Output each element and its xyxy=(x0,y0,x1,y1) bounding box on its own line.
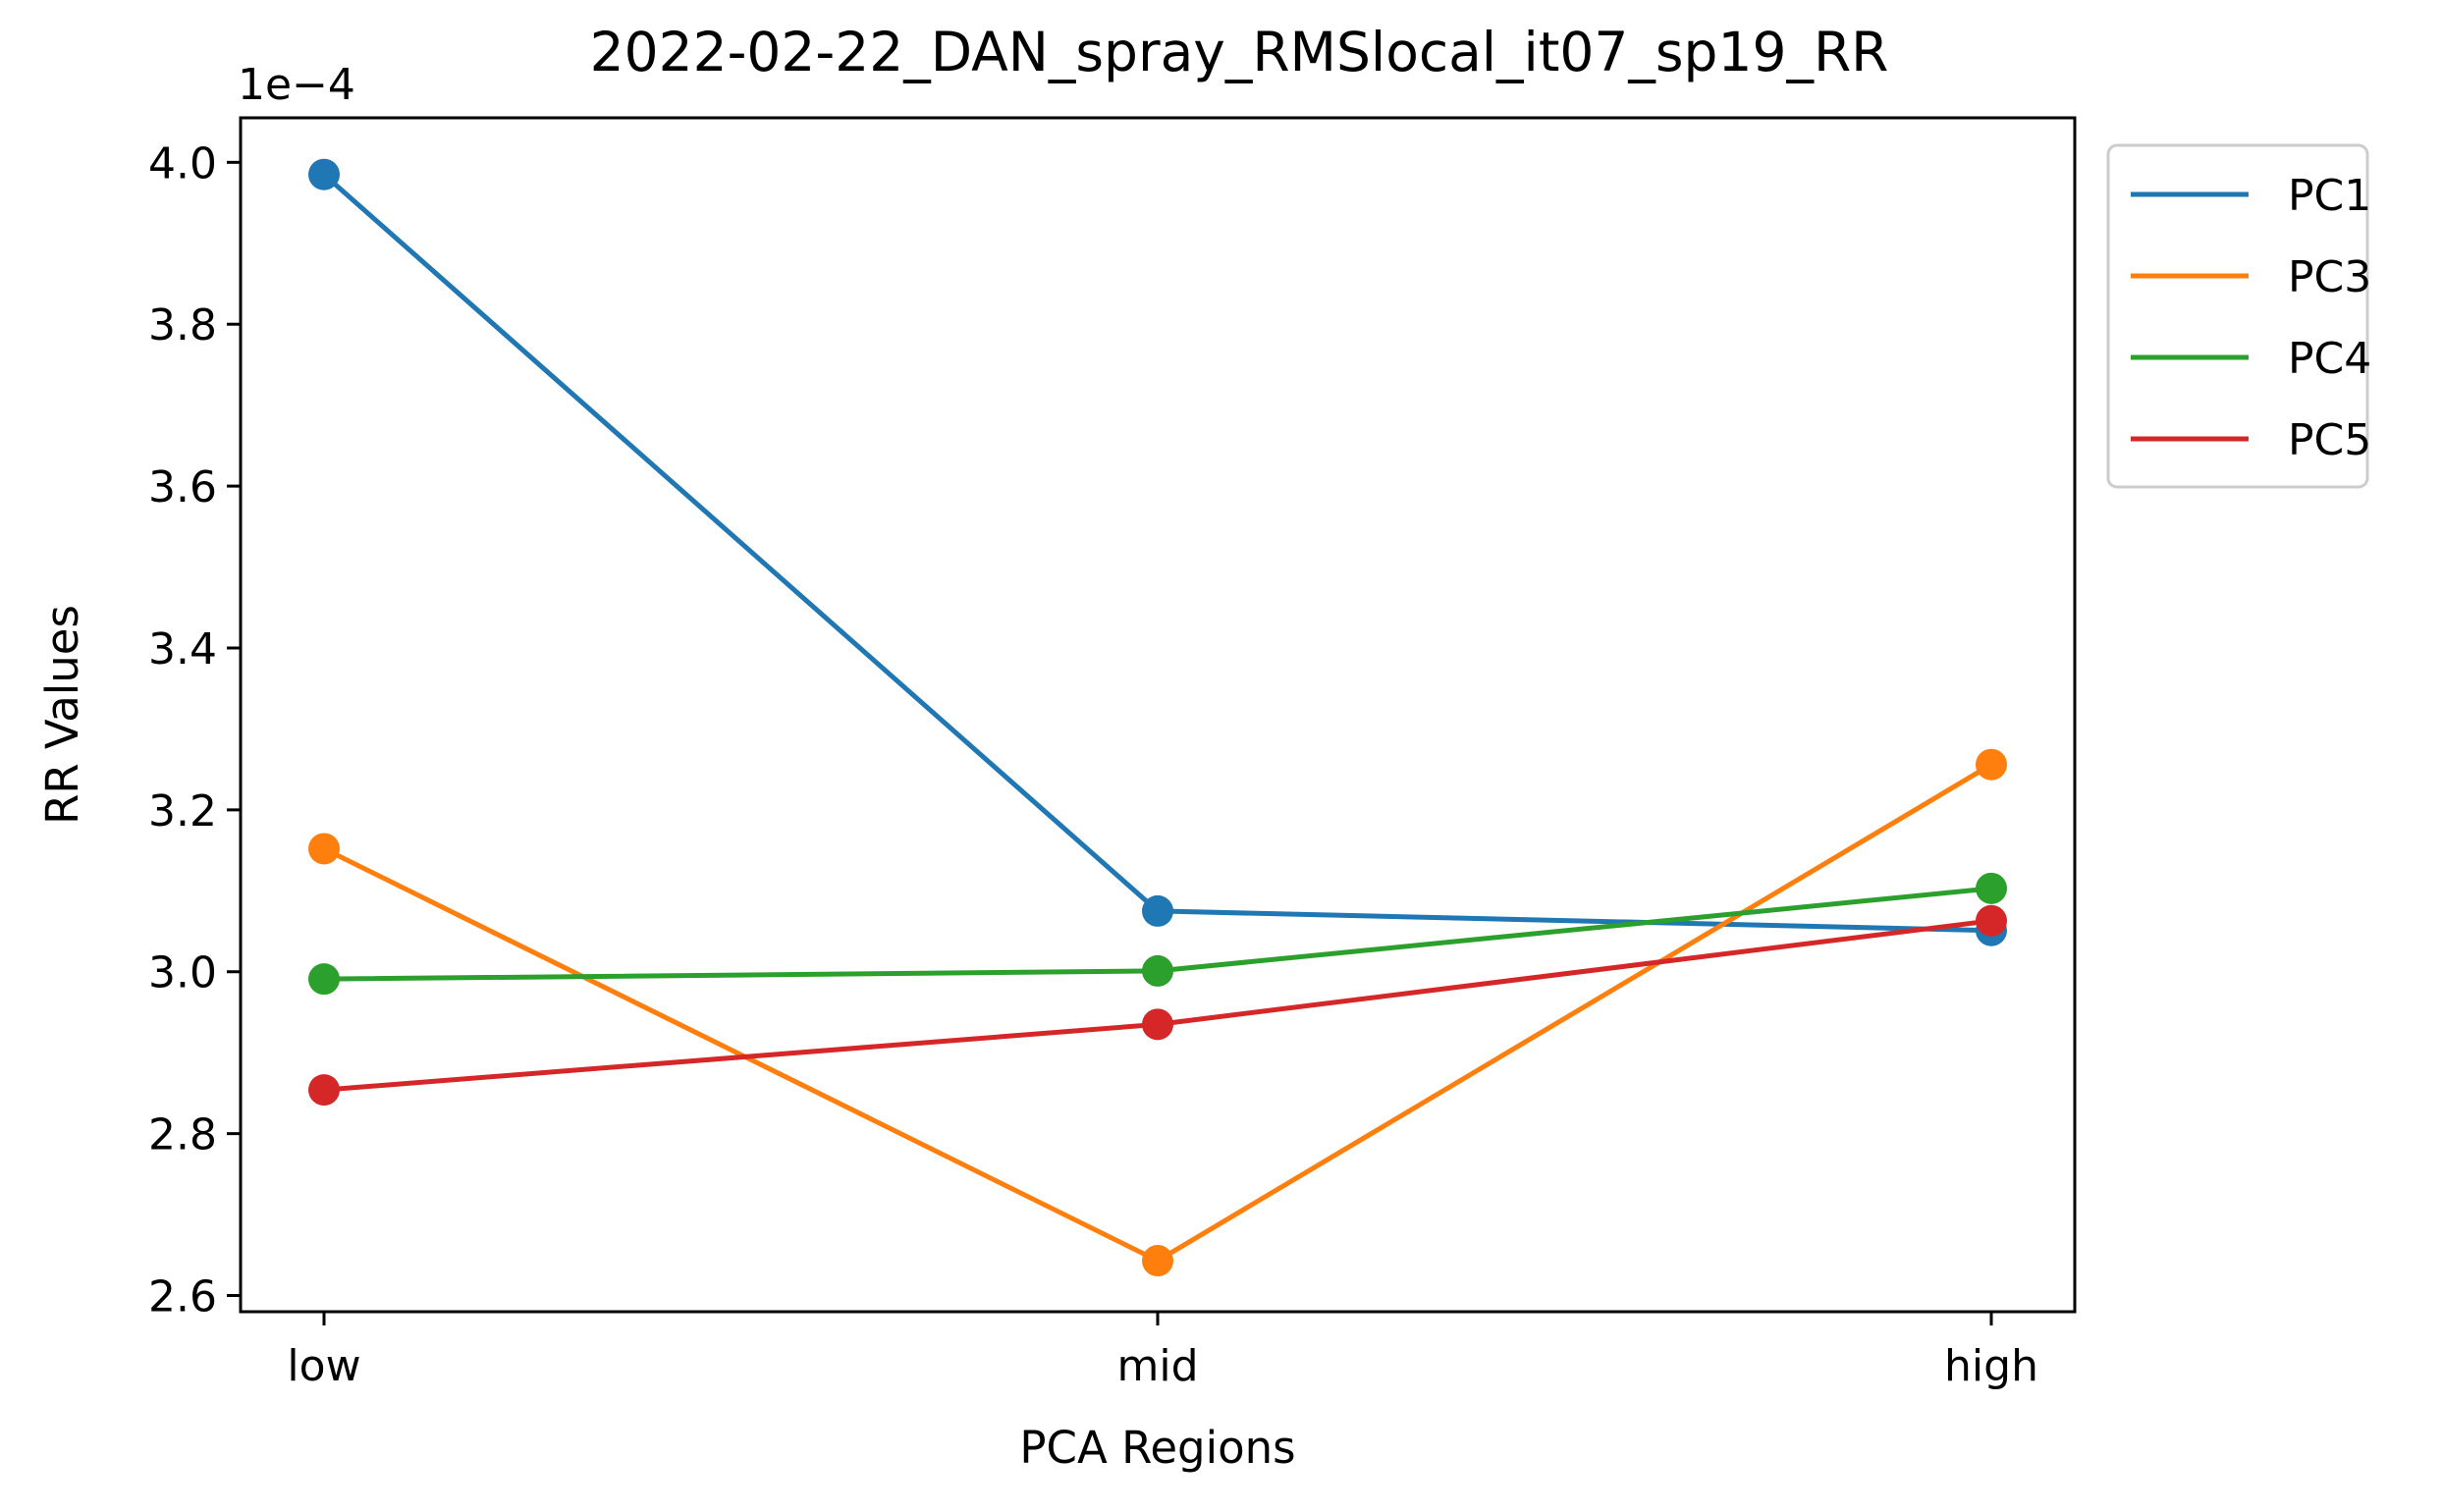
legend-label: PC3 xyxy=(2288,252,2371,302)
x-axis-label: PCA Regions xyxy=(1019,1422,1295,1474)
y-tick-label: 3.0 xyxy=(148,948,217,999)
x-tick-label: low xyxy=(287,1341,360,1391)
legend-label: PC1 xyxy=(2288,171,2371,221)
series-layer xyxy=(308,158,2007,1277)
data-point-pc5 xyxy=(1976,904,2007,937)
data-point-pc5 xyxy=(308,1074,340,1107)
y-tick-label: 3.4 xyxy=(148,624,217,675)
x-tick-label: mid xyxy=(1116,1341,1198,1391)
legend: PC1 PC3 PC4 PC5 xyxy=(2106,143,2371,489)
data-point-pc4 xyxy=(1976,872,2007,904)
data-point-pc4 xyxy=(1142,954,1173,987)
x-tick-label: high xyxy=(1944,1341,2038,1391)
y-axis: 2.6 2.8 3.0 3.2 3.4 3.6 3.8 4.0 xyxy=(148,138,241,1323)
chart-title: 2022-02-22_DAN_spray_RMSlocal_it07_sp19_… xyxy=(590,21,1889,83)
data-point-pc3 xyxy=(1976,748,2007,781)
y-tick-label: 3.2 xyxy=(148,786,217,837)
data-point-pc3 xyxy=(1142,1245,1173,1277)
y-tick-label: 3.6 xyxy=(148,462,217,513)
data-point-pc4 xyxy=(308,963,340,996)
legend-frame xyxy=(2106,143,2369,489)
data-point-pc5 xyxy=(1142,1008,1173,1041)
y-tick-label: 2.8 xyxy=(148,1110,217,1161)
y-tick-label: 2.6 xyxy=(148,1272,217,1323)
x-axis: low mid high xyxy=(287,1312,2038,1391)
y-axis-label: RR Values xyxy=(36,605,88,825)
legend-label: PC4 xyxy=(2288,334,2371,384)
data-point-pc3 xyxy=(308,833,340,865)
legend-label: PC5 xyxy=(2288,415,2371,465)
y-offset-label: 1e−4 xyxy=(238,60,355,110)
data-point-pc1 xyxy=(308,158,340,190)
y-tick-label: 3.8 xyxy=(148,300,217,351)
data-point-pc1 xyxy=(1142,894,1173,927)
y-tick-label: 4.0 xyxy=(148,138,217,189)
